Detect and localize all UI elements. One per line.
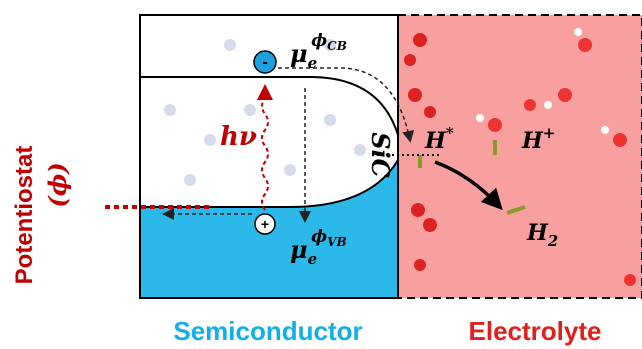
- potentiostat-label: Potentiostat: [11, 146, 38, 285]
- potentiostat-symbol: (ϕ): [43, 162, 72, 207]
- material-label: SiC: [366, 132, 395, 178]
- diagram: - + hν μeϕCB μeϕVB SiC H* H+ H2 Potentio…: [0, 0, 642, 349]
- hole-label: +: [261, 216, 269, 232]
- electron-label: -: [262, 54, 267, 71]
- semiconductor-label: Semiconductor: [173, 316, 362, 346]
- electrolyte-region: [398, 15, 642, 298]
- photon-label: hν: [220, 122, 257, 152]
- electrolyte-label: Electrolyte: [469, 316, 602, 346]
